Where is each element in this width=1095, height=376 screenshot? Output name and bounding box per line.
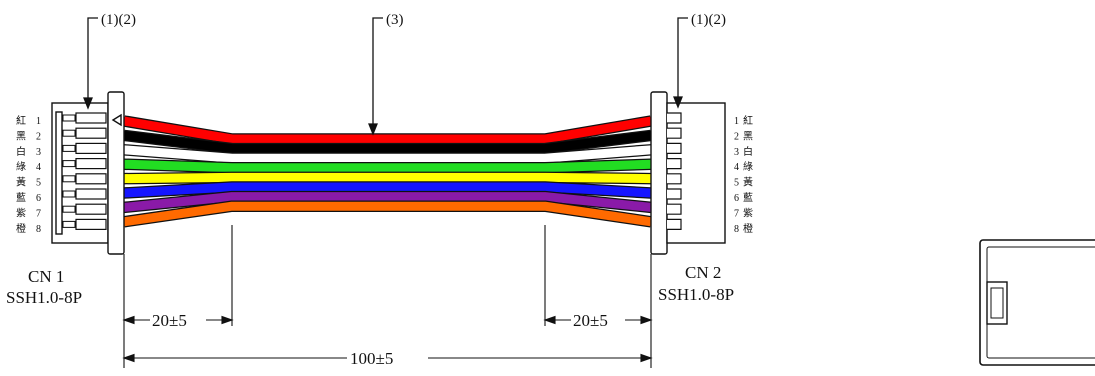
pin-number-left-5: 5	[36, 178, 41, 189]
connector-cn2-terminals	[667, 112, 682, 230]
pin-labels-right: 1 紅2 黑3 白4 綠5 黃6 藍7 紫8 橙	[734, 115, 753, 235]
cn2-terminal-6	[667, 188, 682, 200]
wire-7	[123, 192, 652, 212]
pin-color-left-2: 黑	[16, 130, 26, 142]
cn2-terminal-5	[667, 173, 682, 185]
wire-8	[123, 201, 652, 227]
dim-left-strip: 20±5	[152, 311, 187, 330]
callout-left: (1)(2)	[101, 12, 136, 28]
cn1-contact-5	[62, 175, 76, 183]
cn2-terminal-4	[667, 158, 682, 170]
connector-cn1-terminals	[62, 112, 107, 230]
cn1-terminal-5	[75, 173, 107, 185]
wire-3	[123, 145, 652, 163]
pin-number-left-8: 8	[36, 224, 41, 235]
pin-number-left-1: 1	[36, 116, 41, 127]
pin-number-left-7: 7	[36, 208, 41, 219]
cn1-contact-2	[62, 129, 76, 137]
cn2-terminal-2	[667, 127, 682, 139]
pin-number-left-3: 3	[36, 147, 41, 158]
pin-number-right-3: 3	[734, 147, 739, 158]
cn1-contact-8	[62, 220, 76, 228]
pin-color-right-8: 橙	[743, 222, 753, 235]
dimension-lines	[122, 225, 653, 368]
cn2-part: SSH1.0-8P	[658, 285, 734, 304]
cn1-terminal-8	[75, 218, 107, 230]
wire-bundle	[123, 115, 652, 228]
cn1-terminal-6	[75, 188, 107, 200]
pin-color-right-2: 黑	[743, 130, 753, 142]
cn1-contact-1	[62, 114, 76, 122]
pin-color-right-6: 藍	[743, 191, 753, 204]
pin-color-right-3: 白	[743, 145, 753, 158]
pin-color-right-7: 紫	[743, 207, 753, 219]
cn1-terminal-1	[75, 112, 107, 124]
pin-number-right-1: 1	[734, 116, 739, 127]
cn1-terminal-2	[75, 127, 107, 139]
connector-end-view	[979, 239, 1095, 366]
pin-color-right-4: 綠	[743, 161, 753, 173]
pin-color-left-8: 橙	[16, 222, 26, 235]
pin-color-left-7: 紫	[16, 207, 26, 219]
pin-number-left-6: 6	[36, 193, 41, 204]
pin-number-right-4: 4	[734, 162, 739, 173]
wire-4	[123, 159, 652, 173]
cn1-contact-3	[62, 144, 76, 152]
cn1-terminal-4	[75, 158, 107, 170]
cn1-name: CN 1	[28, 267, 64, 286]
dim-total-length: 100±5	[350, 349, 393, 368]
pin-number-left-4: 4	[36, 162, 41, 173]
cn2-terminal-8	[667, 218, 682, 230]
pin-number-right-6: 6	[734, 193, 739, 204]
callout-leaders	[83, 17, 688, 136]
wire-6	[123, 182, 652, 198]
cn2-terminal-3	[667, 142, 682, 154]
wire-1	[123, 116, 652, 144]
wire-2	[123, 130, 652, 154]
cn1-contact-4	[62, 160, 76, 168]
pin-number-right-5: 5	[734, 178, 739, 189]
pin-color-left-3: 白	[16, 145, 26, 158]
pin-color-left-6: 藍	[16, 191, 26, 204]
pin-number-right-7: 7	[734, 208, 739, 219]
pin-color-left-5: 黃	[16, 176, 26, 189]
cn1-contact-6	[62, 190, 76, 198]
pin-color-left-1: 紅	[16, 115, 26, 127]
pin-number-right-2: 2	[734, 131, 739, 142]
cn2-terminal-1	[667, 112, 682, 124]
wire-5	[123, 172, 652, 184]
callout-center: (3)	[386, 12, 404, 28]
pin-labels-left: 紅 1黑 2白 3綠 4黃 5藍 6紫 7橙 8	[16, 115, 41, 235]
connector-cn2	[650, 91, 726, 255]
cn1-terminal-3	[75, 142, 107, 154]
callout-right: (1)(2)	[691, 12, 726, 28]
pin-color-left-4: 綠	[16, 161, 26, 173]
pin-color-right-1: 紅	[743, 115, 753, 127]
dim-right-strip: 20±5	[573, 311, 608, 330]
cn1-part: SSH1.0-8P	[6, 288, 82, 307]
cn1-terminal-7	[75, 203, 107, 215]
cn2-name: CN 2	[685, 263, 721, 282]
cn2-terminal-7	[667, 203, 682, 215]
pin-number-right-8: 8	[734, 224, 739, 235]
cn1-contact-7	[62, 205, 76, 213]
pin-color-right-5: 黃	[743, 176, 753, 189]
pin-number-left-2: 2	[36, 131, 41, 142]
